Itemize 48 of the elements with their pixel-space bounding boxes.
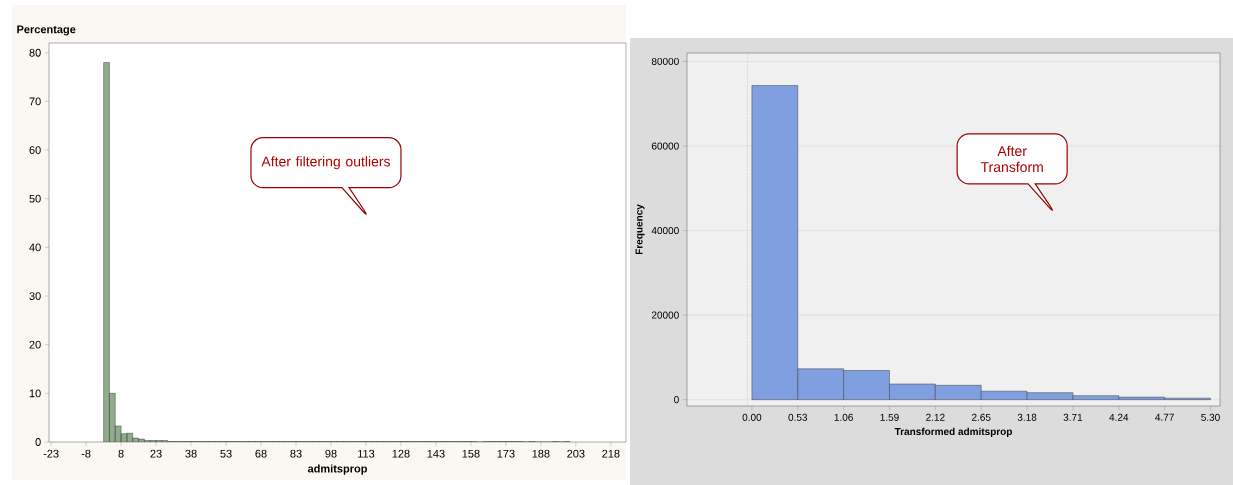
x-tick-label: 158 [462, 449, 480, 458]
y-tick-label: 30 [29, 292, 41, 300]
x-tick-label: 5.30 [1201, 413, 1220, 421]
x-tick-label: 1.59 [880, 413, 899, 421]
y-tick-label: 0 [674, 396, 679, 404]
y-tick-label: 50 [29, 194, 41, 203]
y-tick-label: 20 [29, 340, 41, 349]
x-tick-label: 113 [358, 449, 375, 458]
y-tick-label: 60000 [651, 142, 679, 150]
x-tick-label: 53 [220, 449, 232, 458]
y-tick-label: 70 [29, 97, 41, 106]
x-tick-label: 2.12 [926, 413, 945, 421]
x-tick-label: 4.77 [1155, 413, 1174, 421]
x-tick-label: 128 [392, 449, 410, 458]
x-tick-label: 83 [290, 449, 302, 458]
y-tick-label: 60 [29, 146, 41, 154]
x-axis-title: Transformed admitsprop [894, 427, 1012, 438]
x-tick-label: 8 [118, 449, 124, 458]
y-tick-label: 20000 [651, 311, 679, 319]
y-tick-label: 80000 [651, 57, 679, 65]
x-tick-label: 0.53 [788, 413, 808, 421]
x-tick-label: 173 [497, 449, 515, 458]
annotation: After Transform [980, 145, 1043, 173]
x-tick-label: 0.00 [742, 413, 762, 421]
y-tick-label: 80 [29, 48, 41, 57]
x-tick-label: 218 [602, 449, 620, 458]
y-tick-label: 40 [29, 243, 41, 252]
x-tick-label: -23 [43, 449, 59, 458]
x-tick-label: 1.06 [834, 413, 853, 421]
annotation: After filtering outliers [261, 156, 391, 170]
y-tick-label: 0 [35, 438, 41, 446]
x-tick-label: 98 [325, 449, 337, 458]
y-axis-title: Frequency [635, 204, 645, 255]
x-tick-label: 3.71 [1063, 413, 1083, 421]
x-tick-label: 38 [185, 449, 197, 458]
x-tick-label: 68 [255, 449, 267, 458]
x-tick-label: 3.18 [1017, 413, 1037, 421]
x-tick-label: 23 [150, 449, 162, 458]
x-tick-label: 188 [532, 449, 550, 458]
x-tick-label: 143 [427, 449, 445, 458]
y-tick-label: 40000 [651, 227, 679, 235]
x-tick-label: -8 [81, 449, 91, 458]
x-tick-label: 4.24 [1109, 413, 1129, 421]
x-tick-label: 2.65 [971, 413, 991, 421]
y-axis-title: Percentage [17, 25, 76, 36]
x-axis-title: admitsprop [307, 464, 367, 475]
x-tick-label: 203 [567, 449, 585, 458]
y-tick-label: 10 [29, 389, 41, 398]
